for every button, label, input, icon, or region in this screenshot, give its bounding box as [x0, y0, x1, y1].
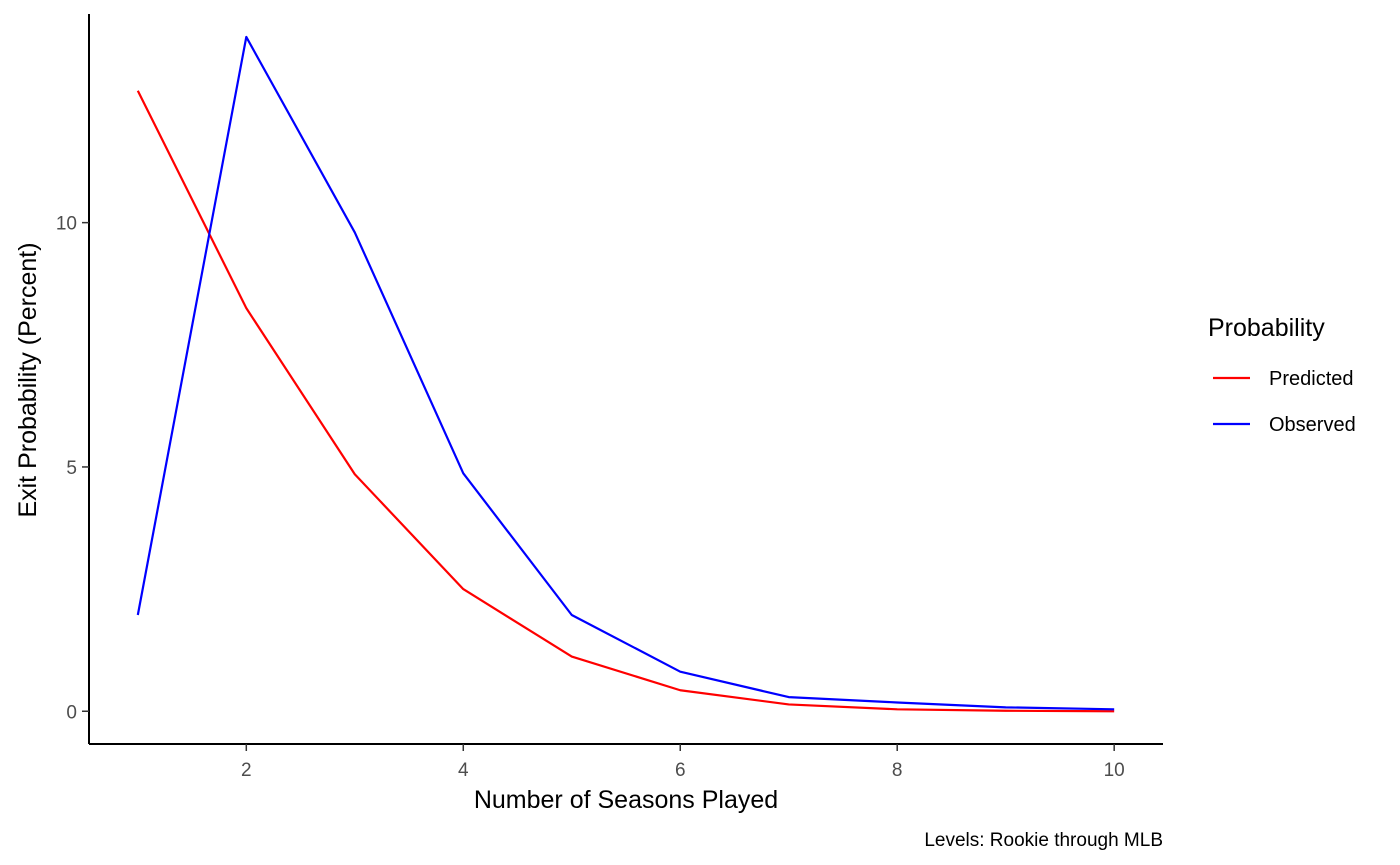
- x-tick-label: 2: [241, 760, 252, 781]
- y-tick-label: 0: [66, 702, 77, 723]
- series-lines: [136, 35, 1115, 713]
- y-axis-title: Exit Probability (Percent): [14, 242, 42, 517]
- legend-title: Probability: [1208, 314, 1325, 342]
- legend: Probability Predicted Observed: [1208, 314, 1356, 436]
- chart-caption: Levels: Rookie through MLB: [924, 830, 1163, 851]
- x-tick-label: 6: [675, 760, 686, 781]
- y-tick-label: 10: [56, 214, 77, 235]
- x-tick-label: 8: [892, 760, 903, 781]
- x-axis-title: Number of Seasons Played: [474, 786, 778, 814]
- y-axis: 0 5 10: [56, 14, 90, 744]
- series-line-observed: [136, 35, 1115, 711]
- x-axis: 2 4 6 8 10: [89, 743, 1163, 781]
- x-tick-label: 4: [458, 760, 469, 781]
- legend-label-observed: Observed: [1269, 414, 1356, 436]
- legend-label-predicted: Predicted: [1269, 368, 1354, 390]
- x-tick-label: 10: [1104, 760, 1125, 781]
- series-line-predicted: [136, 90, 1115, 713]
- y-tick-label: 5: [66, 458, 77, 479]
